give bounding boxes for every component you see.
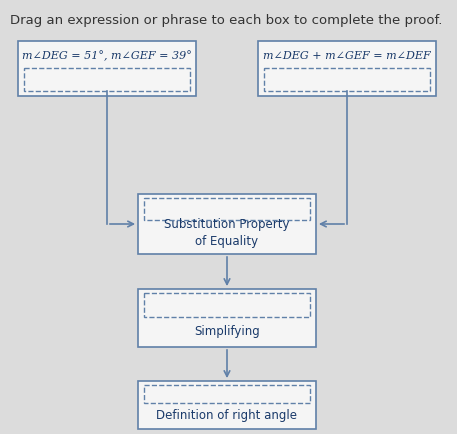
- Text: m∠DEG = 51°, m∠GEF = 39°: m∠DEG = 51°, m∠GEF = 39°: [22, 50, 192, 61]
- Bar: [264, 69, 430, 92]
- Bar: [138, 289, 316, 347]
- Bar: [144, 293, 310, 317]
- Text: Drag an expression or phrase to each box to complete the proof.: Drag an expression or phrase to each box…: [10, 14, 442, 27]
- Bar: [144, 385, 310, 403]
- Text: Substitution Property
of Equality: Substitution Property of Equality: [164, 217, 290, 247]
- Bar: [138, 194, 316, 254]
- Text: m∠DEG + m∠GEF = m∠DEF: m∠DEG + m∠GEF = m∠DEF: [263, 51, 431, 61]
- Bar: [24, 69, 190, 92]
- Text: Simplifying: Simplifying: [194, 325, 260, 338]
- Text: Definition of right angle: Definition of right angle: [156, 408, 298, 421]
- Bar: [144, 198, 310, 220]
- Bar: [258, 42, 436, 97]
- Bar: [18, 42, 196, 97]
- Bar: [138, 381, 316, 429]
